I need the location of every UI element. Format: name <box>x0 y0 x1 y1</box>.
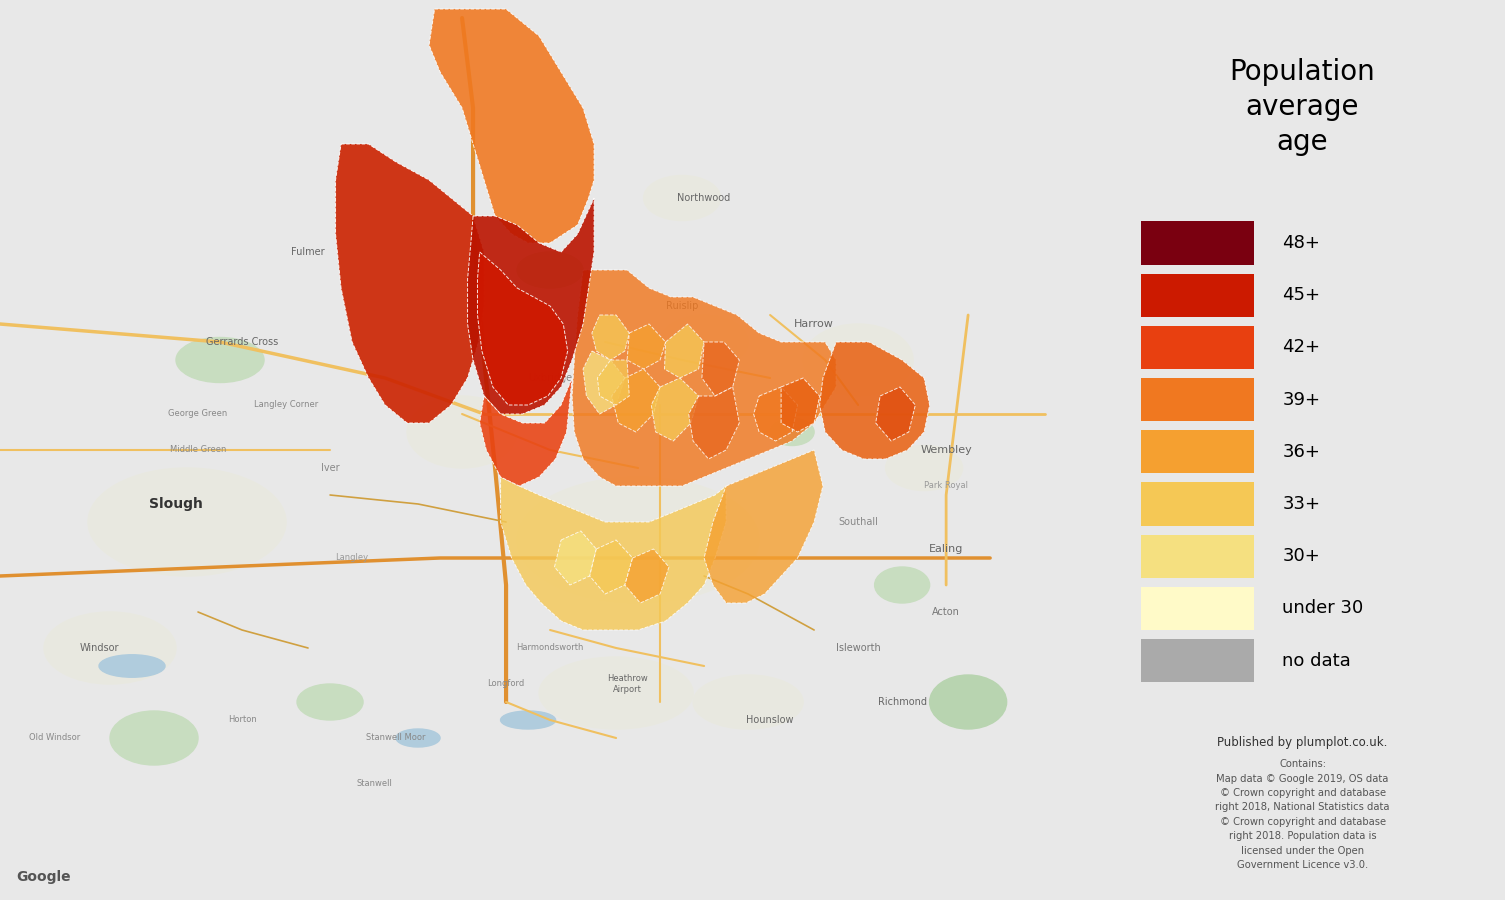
Ellipse shape <box>44 612 176 684</box>
Text: 48+: 48+ <box>1282 234 1320 252</box>
Text: Stanwell Moor: Stanwell Moor <box>366 734 426 742</box>
Ellipse shape <box>885 446 963 491</box>
Ellipse shape <box>771 418 814 446</box>
Polygon shape <box>597 360 629 405</box>
Polygon shape <box>652 378 698 441</box>
Bar <box>1141 430 1254 473</box>
Ellipse shape <box>296 684 363 720</box>
Text: Richmond: Richmond <box>877 697 927 707</box>
Text: Ealing: Ealing <box>929 544 963 554</box>
Text: 36+: 36+ <box>1282 443 1320 461</box>
Text: Longford: Longford <box>488 680 525 688</box>
Text: Harmondsworth: Harmondsworth <box>516 644 584 652</box>
Bar <box>1141 221 1254 265</box>
Polygon shape <box>591 315 629 360</box>
Ellipse shape <box>804 324 914 396</box>
Polygon shape <box>429 9 594 243</box>
Polygon shape <box>572 270 837 486</box>
Text: Stanwell: Stanwell <box>357 778 391 788</box>
Text: Horton: Horton <box>227 716 256 724</box>
Text: Contains:
Map data © Google 2019, OS data
© Crown copyright and database
right 2: Contains: Map data © Google 2019, OS dat… <box>1216 759 1389 870</box>
Text: under 30: under 30 <box>1282 599 1364 617</box>
Text: Iver: Iver <box>321 463 339 473</box>
Ellipse shape <box>930 675 1007 729</box>
Ellipse shape <box>396 729 439 747</box>
Polygon shape <box>689 387 739 459</box>
Bar <box>1141 274 1254 317</box>
Bar <box>1141 639 1254 682</box>
Ellipse shape <box>874 567 930 603</box>
Text: Southall: Southall <box>838 517 877 527</box>
Bar <box>1141 378 1254 421</box>
Text: Isleworth: Isleworth <box>835 643 880 653</box>
Text: Ruislip: Ruislip <box>665 301 698 311</box>
Text: Google: Google <box>17 869 71 884</box>
Text: Harrow: Harrow <box>795 319 834 329</box>
Polygon shape <box>480 378 572 486</box>
Polygon shape <box>704 450 823 603</box>
Polygon shape <box>477 252 567 405</box>
Ellipse shape <box>87 468 286 576</box>
Text: 30+: 30+ <box>1282 547 1320 565</box>
Text: Hounslow: Hounslow <box>746 715 793 725</box>
Polygon shape <box>611 369 661 432</box>
Polygon shape <box>501 477 725 630</box>
Polygon shape <box>665 324 704 378</box>
Ellipse shape <box>518 477 759 603</box>
Text: Wembley: Wembley <box>920 445 972 455</box>
Text: Heathrow
Airport: Heathrow Airport <box>607 674 647 694</box>
Text: Old Windsor: Old Windsor <box>30 734 81 742</box>
Ellipse shape <box>110 711 199 765</box>
Text: 33+: 33+ <box>1282 495 1320 513</box>
Text: no data: no data <box>1282 652 1351 670</box>
Text: Langley: Langley <box>336 554 369 562</box>
Bar <box>1141 482 1254 526</box>
Text: Slough: Slough <box>149 497 203 511</box>
Polygon shape <box>590 540 632 594</box>
Ellipse shape <box>406 396 518 468</box>
Polygon shape <box>820 342 930 459</box>
Text: Population
average
age: Population average age <box>1230 58 1376 156</box>
Polygon shape <box>628 324 665 369</box>
Text: Langley Corner: Langley Corner <box>254 400 318 410</box>
Text: Fulmer: Fulmer <box>292 247 325 257</box>
Text: 39+: 39+ <box>1282 391 1320 409</box>
Ellipse shape <box>176 338 263 382</box>
Polygon shape <box>625 549 668 603</box>
Ellipse shape <box>539 657 694 729</box>
Bar <box>1141 326 1254 369</box>
Bar <box>1141 535 1254 578</box>
Text: Windsor: Windsor <box>80 643 119 653</box>
Text: Acton: Acton <box>932 607 960 617</box>
Polygon shape <box>876 387 915 441</box>
Polygon shape <box>701 342 739 396</box>
Text: Middle Green: Middle Green <box>170 446 226 454</box>
Text: Northwood: Northwood <box>677 193 731 203</box>
Ellipse shape <box>694 675 804 729</box>
Ellipse shape <box>644 176 721 220</box>
Ellipse shape <box>501 711 555 729</box>
Text: 42+: 42+ <box>1282 338 1320 356</box>
Bar <box>1141 587 1254 630</box>
Polygon shape <box>781 378 820 432</box>
Text: 45+: 45+ <box>1282 286 1320 304</box>
Polygon shape <box>468 198 594 414</box>
Polygon shape <box>582 351 625 414</box>
Ellipse shape <box>99 655 166 677</box>
Polygon shape <box>554 531 596 585</box>
Ellipse shape <box>518 252 582 288</box>
Text: George Green: George Green <box>169 410 227 418</box>
Polygon shape <box>754 387 798 441</box>
Polygon shape <box>336 144 485 423</box>
Text: Uxbridge: Uxbridge <box>528 373 572 383</box>
Text: Park Royal: Park Royal <box>924 482 968 490</box>
Text: Published by plumplot.co.uk.: Published by plumplot.co.uk. <box>1218 736 1388 749</box>
Text: Gerrards Cross: Gerrards Cross <box>206 337 278 347</box>
Ellipse shape <box>661 315 748 369</box>
